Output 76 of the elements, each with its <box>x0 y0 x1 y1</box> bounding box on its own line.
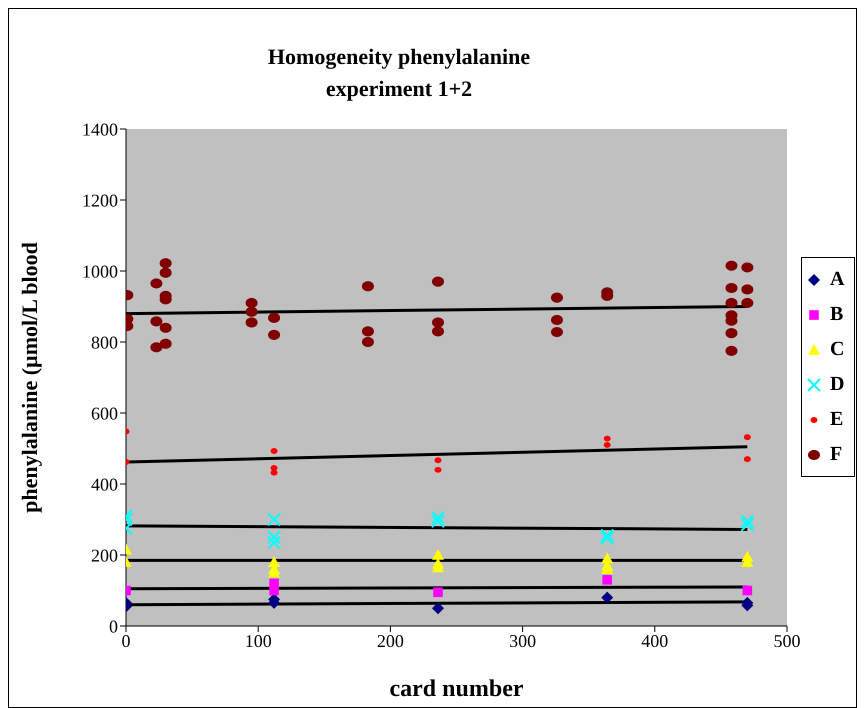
point <box>269 586 279 596</box>
point <box>160 268 172 278</box>
point <box>741 298 754 308</box>
legend-label: D <box>830 373 844 396</box>
point <box>740 518 754 532</box>
point <box>741 262 754 273</box>
point <box>430 514 445 528</box>
point <box>160 338 172 349</box>
point <box>150 342 162 352</box>
point <box>362 281 374 292</box>
legend-label: C <box>830 338 844 361</box>
point <box>725 282 738 294</box>
y-axis-title: phenylalanine (µmol/L blood <box>16 242 42 513</box>
point <box>434 457 442 464</box>
point <box>434 466 442 473</box>
y-tick-label: 600 <box>91 403 118 424</box>
point <box>725 346 738 356</box>
point <box>744 456 751 462</box>
point <box>432 276 444 287</box>
point <box>268 312 280 323</box>
legend-label: F <box>830 443 842 466</box>
point <box>160 258 172 268</box>
point <box>600 528 614 542</box>
point <box>150 316 162 327</box>
x-tick-label: 100 <box>244 630 272 651</box>
point <box>246 298 258 308</box>
y-tick-label: 1000 <box>82 261 118 282</box>
x-tick-label: 500 <box>774 630 800 651</box>
x-axis-title: card number <box>390 676 524 702</box>
point <box>430 510 445 525</box>
x-tick-label: 400 <box>641 630 668 651</box>
point <box>744 434 751 440</box>
point <box>246 317 258 328</box>
y-tick-label: 400 <box>91 474 118 494</box>
point <box>741 284 754 295</box>
point <box>362 326 374 336</box>
legend-label: A <box>830 268 844 291</box>
legend-label: B <box>830 303 844 326</box>
point <box>267 512 282 526</box>
legend-label: E <box>830 408 844 431</box>
point <box>267 536 282 550</box>
point <box>362 336 374 348</box>
point <box>432 326 444 336</box>
point <box>432 549 444 560</box>
point <box>150 278 162 289</box>
point <box>550 326 563 338</box>
chart-title: Homogeneity phenylalanine experiment 1+2 <box>266 43 532 103</box>
point <box>268 330 280 340</box>
y-tick-label: 1400 <box>82 119 118 140</box>
y-tick-label: 0 <box>109 616 118 636</box>
point <box>433 587 443 598</box>
x-tick-label: 300 <box>509 630 536 651</box>
point <box>270 448 278 454</box>
x-tick-label: 200 <box>376 630 404 651</box>
point <box>740 514 754 528</box>
point <box>725 328 738 338</box>
point <box>267 530 282 544</box>
y-tick-label: 200 <box>91 545 118 566</box>
point <box>601 592 614 604</box>
y-tick-label: 800 <box>91 332 118 352</box>
point <box>742 586 752 596</box>
point <box>600 530 614 545</box>
x-tick-label: 0 <box>122 630 130 651</box>
point <box>550 292 563 303</box>
point <box>160 322 172 333</box>
point <box>432 317 444 328</box>
point <box>602 575 612 585</box>
point <box>604 436 611 442</box>
point <box>725 298 738 308</box>
y-tick-label: 1200 <box>82 190 118 210</box>
point <box>550 314 563 326</box>
point <box>432 602 444 614</box>
point <box>246 306 258 317</box>
point <box>725 260 738 271</box>
point <box>270 470 278 476</box>
point <box>604 442 611 448</box>
